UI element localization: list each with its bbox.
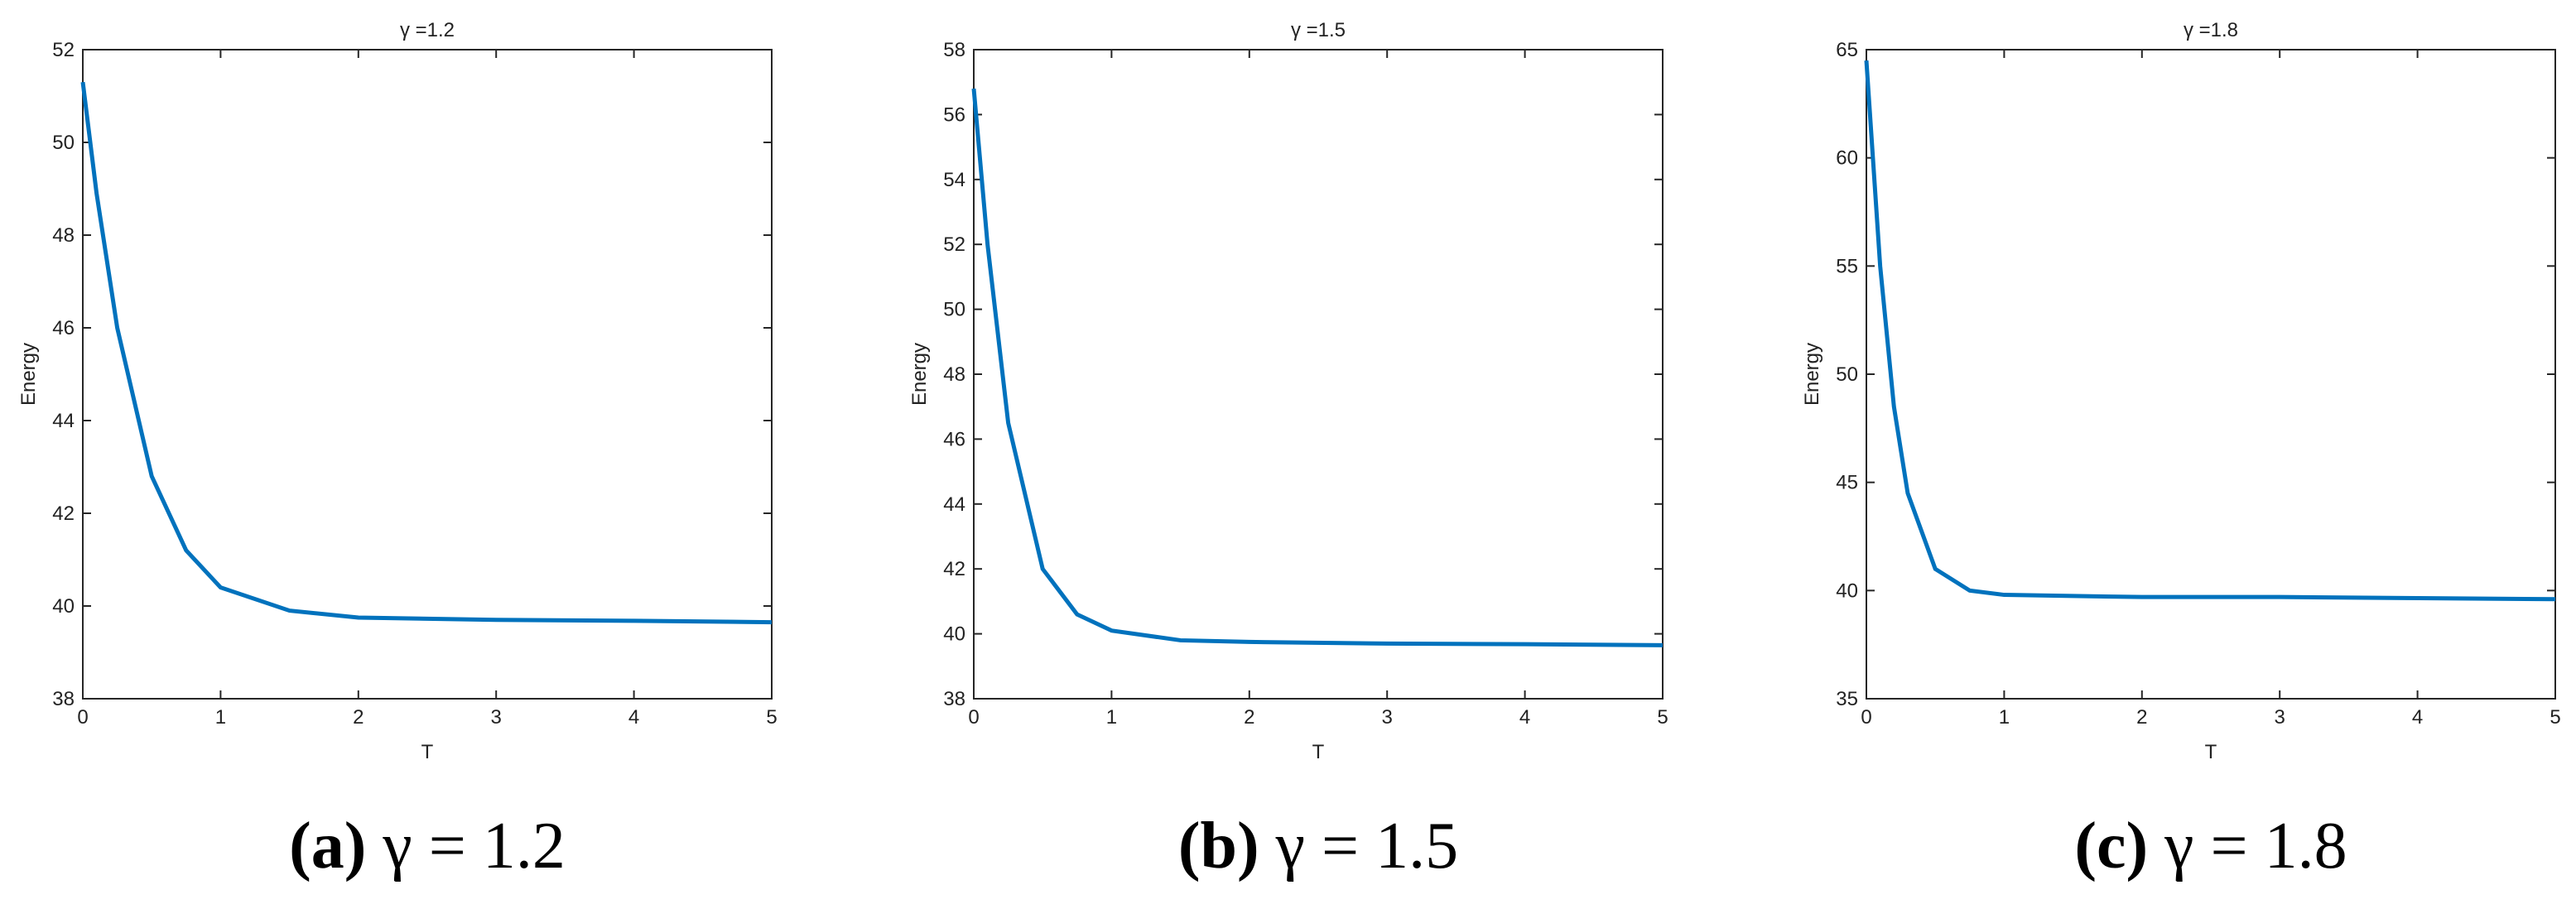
y-tick-label: 52 [943,233,965,256]
y-tick-label: 55 [1836,255,1858,277]
y-tick-label: 38 [943,688,965,710]
y-tick-label: 48 [943,363,965,386]
caption-label: (b) [1178,810,1259,883]
x-axis-label: T [1312,741,1325,763]
y-tick-label: 48 [52,224,75,247]
x-tick-label: 5 [1657,706,1668,729]
y-axis-label: Energy [17,343,40,406]
y-tick-label: 40 [1836,580,1858,602]
x-tick-label: 3 [491,706,502,729]
y-tick-label: 40 [943,623,965,646]
caption-text: γ = 1.5 [1275,810,1458,883]
x-tick-label: 0 [968,706,979,729]
x-tick-label: 5 [2550,706,2560,729]
y-tick-label: 52 [52,39,75,61]
x-tick-label: 5 [766,706,777,729]
x-tick-label: 4 [1519,706,1530,729]
plot-area [82,49,773,700]
caption: (b) γ = 1.5 [1178,810,1458,883]
chart-title: γ =1.8 [2184,19,2238,41]
x-tick-label: 4 [2412,706,2423,729]
y-tick-label: 60 [1836,147,1858,170]
y-tick-label: 50 [943,299,965,321]
y-tick-label: 58 [943,39,965,61]
y-axis-label: Energy [908,343,931,406]
y-tick-label: 44 [52,410,75,432]
x-axis-label: T [2205,741,2217,763]
y-tick-label: 65 [1836,39,1858,61]
y-tick-label: 38 [52,688,75,710]
y-tick-label: 42 [943,558,965,580]
plot-area [1866,49,2556,700]
y-tick-label: 46 [943,428,965,450]
x-tick-label: 2 [2136,706,2147,729]
caption-label: (a) [289,810,366,883]
y-tick-label: 46 [52,317,75,339]
caption-text: γ = 1.8 [2164,810,2347,883]
x-tick-label: 1 [1106,706,1117,729]
y-tick-label: 50 [52,132,75,154]
y-tick-label: 50 [1836,363,1858,386]
caption-label: (c) [2074,810,2148,883]
x-tick-label: 1 [215,706,226,729]
y-tick-label: 45 [1836,472,1858,494]
x-tick-label: 1 [1999,706,2010,729]
line [971,88,1664,647]
plot-area [973,49,1664,700]
y-tick-label: 42 [52,503,75,525]
y-tick-label: 44 [943,493,965,516]
caption-text: γ = 1.2 [382,810,565,883]
x-tick-label: 0 [77,706,88,729]
y-axis-label: Energy [1801,343,1823,406]
chart-title: γ =1.5 [1291,19,1346,41]
line [1864,60,2556,602]
x-tick-label: 2 [1244,706,1254,729]
x-tick-label: 4 [628,706,639,729]
x-axis-label: T [421,741,434,763]
line [80,81,773,625]
x-tick-label: 3 [2275,706,2285,729]
y-tick-label: 54 [943,169,965,191]
chart-title: γ =1.2 [400,19,455,41]
caption: (a) γ = 1.2 [289,810,566,883]
x-tick-label: 2 [353,706,364,729]
caption: (c) γ = 1.8 [2074,810,2347,883]
x-tick-label: 0 [1861,706,1871,729]
y-tick-label: 56 [943,103,965,126]
y-tick-label: 40 [52,595,75,618]
y-tick-label: 35 [1836,688,1858,710]
x-tick-label: 3 [1382,706,1393,729]
